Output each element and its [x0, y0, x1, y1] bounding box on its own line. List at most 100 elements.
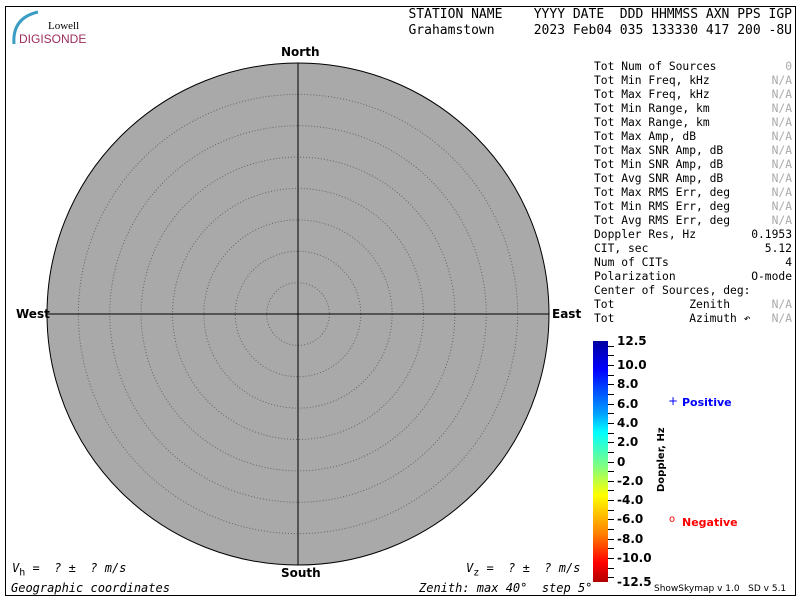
plot-frame: [5, 6, 796, 596]
stat-row: Polarization O-mode: [594, 270, 792, 284]
stat-value: 0.1953: [751, 228, 792, 241]
stat-value: N/A: [771, 88, 792, 101]
colorbar-tick: [608, 528, 614, 530]
digisonde-logo: Lowell DIGISONDE: [10, 10, 86, 48]
colorbar-title: Doppler, Hz: [656, 427, 667, 492]
stat-row: Tot Azimuth ↶ N/A: [594, 312, 792, 326]
colorbar-tick: [608, 365, 614, 367]
negative-label: Negative: [682, 516, 738, 529]
stat-row: Tot Min Freq, kHz N/A: [594, 74, 792, 88]
vh-value: = ? ± ? m/s: [25, 561, 127, 575]
stat-row: Tot Max Freq, kHz N/A: [594, 88, 792, 102]
stat-value: N/A: [771, 214, 792, 227]
vh-subscript: h: [19, 567, 26, 579]
colorbar-tick-label: 8.0: [617, 377, 639, 392]
vz-symbol: V: [466, 561, 474, 575]
stat-label: Tot Azimuth ↶: [594, 312, 751, 325]
colorbar-tick: [608, 432, 614, 434]
stat-row: Doppler Res, Hz 0.1953: [594, 228, 792, 242]
stat-value: N/A: [771, 130, 792, 143]
colorbar-tick-label: 4.0: [617, 415, 639, 430]
colorbar-tick: [608, 461, 614, 463]
colorbar-tick: [608, 519, 614, 521]
stat-label: Doppler Res, Hz: [594, 228, 697, 241]
vz-subscript: z: [473, 567, 480, 579]
stat-label: Polarization: [594, 270, 676, 283]
colorbar-tick-label: 0: [617, 454, 626, 469]
colorbar-tick-label: -2.0: [617, 473, 644, 488]
doppler-colorbar: [593, 341, 608, 582]
stat-value: N/A: [771, 172, 792, 185]
stat-value: N/A: [771, 116, 792, 129]
colorbar-tick-label: -10.0: [617, 550, 652, 565]
stat-row: Tot Max SNR Amp, dB N/A: [594, 144, 792, 158]
colorbar-tick: [608, 413, 614, 415]
stat-row: Num of CITs 4: [594, 256, 792, 270]
colorbar-tick: [608, 442, 614, 444]
stat-label: Center of Sources, deg:: [594, 284, 751, 297]
stat-row: Tot Avg RMS Err, deg N/A: [594, 214, 792, 228]
stat-row: Tot Num of Sources 0: [594, 60, 792, 74]
stat-value: 5.12: [764, 242, 792, 255]
north-label: North: [281, 45, 320, 59]
coordinates-label: Geographic coordinates: [11, 581, 170, 595]
stat-row: Tot Min Range, km N/A: [594, 102, 792, 116]
colorbar-tick: [608, 509, 614, 511]
east-label: East: [552, 307, 582, 321]
stat-label: Tot Num of Sources: [594, 60, 717, 73]
stat-value: N/A: [771, 158, 792, 171]
colorbar-tick-label: -6.0: [617, 512, 644, 527]
stat-value: O-mode: [751, 270, 792, 283]
horizontal-velocity: Vh = ? ± ? m/s: [12, 561, 126, 578]
stat-value: N/A: [771, 298, 792, 311]
stat-label: Tot Max RMS Err, deg: [594, 186, 731, 199]
stat-row: CIT, sec 5.12: [594, 242, 792, 256]
stat-value: N/A: [771, 312, 792, 325]
colorbar-tick: [608, 480, 614, 482]
colorbar-tick-label: -8.0: [617, 531, 644, 546]
stat-row: Tot Min SNR Amp, dB N/A: [594, 158, 792, 172]
stat-row: Tot Max RMS Err, deg N/A: [594, 186, 792, 200]
colorbar-tick: [608, 538, 614, 540]
zenith-scale-label: Zenith: max 40° step 5°: [419, 581, 593, 595]
colorbar-tick: [608, 557, 614, 559]
stat-label: Tot Zenith: [594, 298, 731, 311]
stat-row: Center of Sources, deg:: [594, 284, 792, 298]
colorbar-tick: [608, 548, 614, 550]
logo-lowell: Lowell: [48, 20, 80, 32]
colorbar-tick: [608, 567, 614, 569]
negative-symbol: o: [669, 514, 676, 525]
colorbar-tick: [608, 345, 614, 347]
vertical-velocity: Vz = ? ± ? m/s: [466, 561, 580, 578]
colorbar-tick: [608, 577, 614, 579]
positive-symbol: +: [668, 394, 679, 408]
stat-row: Tot Max Range, km N/A: [594, 116, 792, 130]
colorbar-tick: [608, 384, 614, 386]
stat-label: Tot Min SNR Amp, dB: [594, 158, 724, 171]
stat-label: Num of CITs: [594, 256, 669, 269]
stat-label: Tot Avg RMS Err, deg: [594, 214, 731, 227]
colorbar-tick-label: 10.0: [617, 358, 647, 373]
south-label: South: [281, 566, 321, 580]
vz-value: = ? ± ? m/s: [479, 561, 581, 575]
stat-label: Tot Max SNR Amp, dB: [594, 144, 724, 157]
header-values: Grahamstown 2023 Feb04 035 133330 417 20…: [408, 23, 792, 38]
positive-label: Positive: [682, 396, 732, 409]
stat-value: 4: [785, 256, 792, 269]
stat-label: Tot Min Freq, kHz: [594, 74, 710, 87]
stat-label: Tot Avg SNR Amp, dB: [594, 172, 724, 185]
stat-value: N/A: [771, 144, 792, 157]
stat-row: Tot Zenith N/A: [594, 298, 792, 312]
stat-label: Tot Min Range, km: [594, 102, 710, 115]
colorbar-tick: [608, 374, 614, 376]
colorbar-tick: [608, 500, 614, 502]
colorbar-tick-label: -4.0: [617, 493, 644, 508]
stat-value: N/A: [771, 186, 792, 199]
colorbar-tick-label: -12.5: [617, 575, 652, 589]
colorbar-tick: [608, 403, 614, 405]
header-labels: STATION NAME YYYY DATE DDD HHMMSS AXN PP…: [408, 7, 792, 22]
stat-value: N/A: [771, 200, 792, 213]
colorbar-tick-label: 2.0: [617, 435, 639, 450]
colorbar-tick-label: 12.5: [617, 334, 647, 348]
stat-label: Tot Max Freq, kHz: [594, 88, 710, 101]
